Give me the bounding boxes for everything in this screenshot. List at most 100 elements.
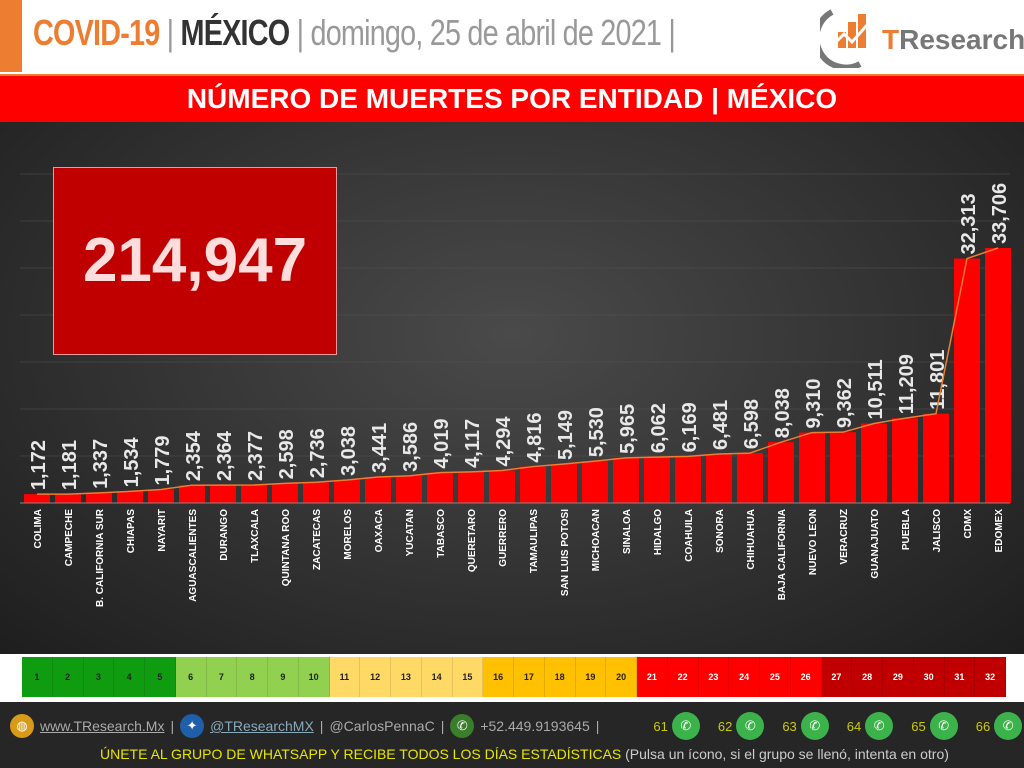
rank-cell: 14 bbox=[421, 657, 453, 697]
value-label: 1,181 bbox=[59, 440, 81, 490]
bar bbox=[489, 470, 515, 503]
category-label: YUCATAN bbox=[405, 509, 416, 556]
sep: | bbox=[296, 12, 305, 53]
bar bbox=[861, 423, 887, 503]
bar-chart: 1,172 COLIMA 1,181 CAMPECHE 1,337 B. CALIFORN… bbox=[20, 173, 1011, 607]
group-number: 66 bbox=[975, 718, 991, 734]
category-label: EDOMEX bbox=[994, 509, 1005, 553]
category-label: SONORA bbox=[715, 509, 726, 553]
rank-cell: 29 bbox=[883, 657, 914, 697]
header: COVID-19 | MÉXICO | domingo, 25 de abril… bbox=[0, 0, 1024, 72]
bar bbox=[86, 492, 112, 503]
bar bbox=[303, 482, 329, 503]
whatsapp-group-button[interactable]: 64 ✆ bbox=[846, 712, 894, 740]
whatsapp-icon[interactable]: ✆ bbox=[994, 712, 1023, 740]
rank-cell: 12 bbox=[360, 657, 391, 697]
bar bbox=[365, 476, 391, 503]
bar bbox=[551, 464, 577, 503]
rank-cell: 9 bbox=[268, 657, 299, 697]
category-label: CHIAPAS bbox=[126, 509, 137, 554]
category-label: B. CALIFORNIA SUR bbox=[95, 508, 106, 607]
group-number: 61 bbox=[653, 718, 668, 734]
rank-cell: 19 bbox=[575, 657, 607, 697]
category-label: HIDALGO bbox=[653, 509, 664, 555]
value-label: 33,706 bbox=[989, 183, 1011, 244]
rank-cell: 27 bbox=[821, 657, 853, 697]
bar bbox=[427, 472, 453, 503]
value-label: 2,364 bbox=[214, 430, 236, 481]
category-label: TABASCO bbox=[436, 509, 447, 558]
value-label: 2,598 bbox=[276, 429, 298, 479]
value-label: 6,598 bbox=[741, 399, 763, 449]
bar bbox=[954, 258, 980, 503]
category-label: PUEBLA bbox=[901, 509, 912, 550]
whatsapp-group-button[interactable]: 65 ✆ bbox=[911, 712, 958, 740]
whatsapp-icon[interactable]: ✆ bbox=[671, 712, 700, 740]
accent-bar bbox=[0, 0, 22, 72]
group-number: 64 bbox=[846, 718, 862, 734]
cta-text: ÚNETE AL GRUPO DE WHATSAPP Y RECIBE TODO… bbox=[100, 746, 622, 762]
rank-cell: 5 bbox=[145, 657, 176, 697]
rank-cell: 26 bbox=[790, 657, 822, 697]
bar bbox=[241, 485, 267, 503]
bar bbox=[706, 453, 732, 503]
value-label: 3,038 bbox=[338, 426, 360, 476]
bar bbox=[396, 475, 422, 503]
rank-cell: 18 bbox=[544, 657, 576, 697]
rank-cell: 13 bbox=[391, 657, 422, 697]
sep: | bbox=[595, 718, 600, 734]
category-label: AGUASCALIENTES bbox=[188, 509, 199, 602]
category-label: DURANGO bbox=[219, 509, 230, 561]
category-label: MORELOS bbox=[343, 509, 354, 560]
whatsapp-group-button[interactable]: 66 ✆ bbox=[975, 712, 1023, 740]
value-label: 1,534 bbox=[121, 436, 143, 487]
bar bbox=[582, 461, 608, 503]
website-link[interactable]: www.TResearch.Mx bbox=[40, 718, 165, 734]
sep: | bbox=[170, 718, 175, 734]
whatsapp-icon[interactable]: ✆ bbox=[865, 712, 894, 740]
chart-title: NÚMERO DE MUERTES POR ENTIDAD | MÉXICO bbox=[0, 74, 1024, 122]
value-label: 10,511 bbox=[865, 359, 887, 419]
rank-cell: 10 bbox=[298, 657, 330, 697]
tresearch-logo: TResearch bbox=[813, 4, 1024, 71]
bar bbox=[613, 457, 639, 503]
bar bbox=[644, 457, 670, 503]
value-label: 6,169 bbox=[679, 402, 701, 452]
twitter-icon[interactable]: ✦ bbox=[180, 714, 205, 738]
sep: | bbox=[440, 718, 445, 734]
category-label: ZACATECAS bbox=[312, 509, 323, 570]
rank-cell: 7 bbox=[206, 657, 238, 697]
twitter-link[interactable]: @TResearchMX bbox=[210, 718, 314, 734]
value-label: 4,294 bbox=[493, 416, 515, 467]
value-label: 6,062 bbox=[648, 403, 670, 453]
whatsapp-group-button[interactable]: 62 ✆ bbox=[718, 712, 765, 740]
whatsapp-group-button[interactable]: 61 ✆ bbox=[653, 712, 700, 740]
title-country: MÉXICO bbox=[180, 12, 291, 53]
whatsapp-group-button[interactable]: 63 ✆ bbox=[782, 712, 829, 740]
rank-cell: 16 bbox=[483, 657, 514, 697]
bar bbox=[675, 456, 701, 503]
header-title: COVID-19 | MÉXICO | domingo, 25 de abril… bbox=[33, 12, 676, 54]
bar bbox=[923, 413, 949, 503]
logo-text: Research bbox=[899, 24, 1024, 55]
rank-cell: 24 bbox=[729, 657, 760, 697]
group-number: 63 bbox=[782, 718, 797, 734]
value-label: 2,377 bbox=[245, 431, 267, 481]
category-label: QUINTANA ROO bbox=[281, 509, 292, 586]
bar bbox=[148, 489, 174, 503]
sep: | bbox=[166, 12, 175, 53]
value-label: 32,313 bbox=[958, 193, 980, 254]
bar bbox=[117, 491, 143, 503]
value-label: 11,209 bbox=[896, 354, 918, 414]
phone-icon: ✆ bbox=[450, 714, 475, 738]
whatsapp-icon[interactable]: ✆ bbox=[929, 712, 958, 740]
rank-cell: 15 bbox=[452, 657, 484, 697]
value-label: 9,362 bbox=[834, 378, 856, 428]
bar bbox=[892, 418, 918, 503]
whatsapp-icon[interactable]: ✆ bbox=[736, 712, 765, 740]
category-label: SAN LUIS POTOSI bbox=[560, 509, 571, 596]
rank-cell: 4 bbox=[114, 657, 145, 697]
bar bbox=[55, 494, 81, 503]
whatsapp-icon[interactable]: ✆ bbox=[800, 712, 829, 740]
rank-cell: 28 bbox=[852, 657, 883, 697]
